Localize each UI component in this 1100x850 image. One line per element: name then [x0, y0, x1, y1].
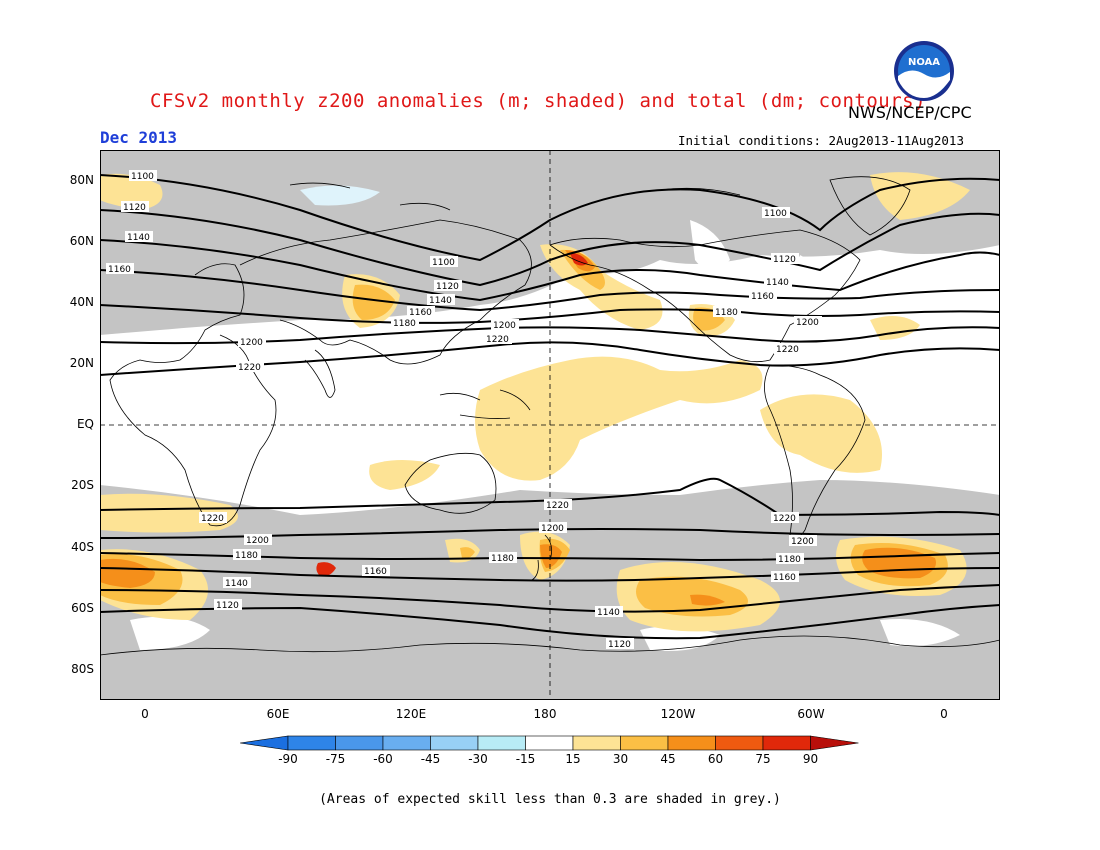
svg-text:1220: 1220: [773, 514, 796, 524]
colorbar-tick-label: -45: [420, 752, 441, 766]
colorbar-tick-label: 15: [565, 752, 581, 766]
svg-text:1140: 1140: [127, 233, 150, 243]
agency-label: NWS/NCEP/CPC: [848, 103, 972, 122]
lat-label: 80N: [69, 173, 94, 187]
map-frame: [100, 150, 1000, 700]
svg-text:1220: 1220: [776, 345, 799, 355]
colorbar-max-arrow: [810, 735, 859, 751]
lon-label: 120W: [660, 707, 696, 721]
contour-labels: 1100 1120 1140 1160 1100 1120 1140 1160 …: [106, 170, 822, 650]
svg-text:1160: 1160: [751, 292, 774, 302]
forecast-period: Dec 2013: [100, 128, 178, 147]
lon-label: 180: [533, 707, 557, 721]
colorbar-tick-label: 30: [612, 752, 629, 766]
svg-text:1100: 1100: [764, 209, 787, 219]
svg-text:1200: 1200: [240, 338, 263, 348]
lat-label: 40S: [71, 540, 94, 554]
svg-text:1120: 1120: [608, 640, 631, 650]
svg-text:1120: 1120: [123, 203, 146, 213]
svg-text:1140: 1140: [597, 608, 620, 618]
svg-text:1180: 1180: [778, 555, 801, 565]
anomaly-map: 1100 1120 1140 1160 1100 1120 1140 1160 …: [100, 150, 1000, 700]
colorbar-tick-label: 75: [755, 752, 771, 766]
colorbar-segment: [762, 735, 811, 751]
colorbar-segment: [430, 735, 479, 751]
contours: [100, 174, 1000, 640]
svg-text:1140: 1140: [225, 579, 248, 589]
lat-label: 40N: [69, 295, 94, 309]
negative-anomaly-patch: [300, 185, 380, 206]
colorbar-segment: [382, 735, 431, 751]
colorbar-tick-label: -30: [468, 752, 488, 766]
lon-label: 60E: [266, 707, 290, 721]
svg-text:1120: 1120: [773, 255, 796, 265]
lat-label: 20S: [71, 478, 94, 492]
svg-text:1200: 1200: [541, 524, 564, 534]
colorbar-segment: [477, 735, 526, 751]
colorbar: [240, 735, 859, 751]
svg-text:1220: 1220: [486, 335, 509, 345]
svg-text:1220: 1220: [546, 501, 569, 511]
svg-text:1180: 1180: [491, 554, 514, 564]
colorbar-segment: [525, 735, 574, 751]
lat-label: 80S: [71, 662, 94, 676]
colorbar-tick-label: -60: [373, 752, 393, 766]
svg-text:1120: 1120: [216, 601, 239, 611]
svg-text:1220: 1220: [238, 363, 261, 373]
svg-text:1100: 1100: [131, 172, 154, 182]
svg-text:1140: 1140: [429, 296, 452, 306]
svg-text:1200: 1200: [796, 318, 819, 328]
colorbar-tick-label: -15: [515, 752, 536, 766]
colorbar-segment: [715, 735, 764, 751]
colorbar-segment: [287, 735, 336, 751]
noaa-logo: NOAA: [894, 41, 954, 101]
svg-text:1200: 1200: [246, 536, 269, 546]
lat-label: EQ: [76, 417, 94, 431]
colorbar-segment: [620, 735, 669, 751]
svg-text:1160: 1160: [108, 265, 131, 275]
skill-note: (Areas of expected skill less than 0.3 a…: [319, 792, 781, 807]
lon-label: 0: [141, 707, 149, 721]
svg-text:1160: 1160: [773, 573, 796, 583]
coastlines: [100, 176, 1000, 656]
svg-text:1180: 1180: [393, 319, 416, 329]
lat-label: 20N: [69, 356, 94, 370]
initial-conditions: Initial conditions: 2Aug2013-11Aug2013: [678, 133, 964, 148]
svg-text:1140: 1140: [766, 278, 789, 288]
colorbar-tick-label: 45: [660, 752, 676, 766]
colorbar-tick-label: -75: [325, 752, 346, 766]
colorbar-tick-label: 60: [707, 752, 724, 766]
logo-text: NOAA: [908, 57, 940, 68]
lon-label: 0: [940, 707, 948, 721]
colorbar-min-arrow: [240, 735, 289, 751]
lon-label: 120E: [395, 707, 427, 721]
svg-text:1100: 1100: [432, 258, 455, 268]
colorbar-segment: [335, 735, 384, 751]
svg-text:1220: 1220: [201, 514, 224, 524]
svg-text:1200: 1200: [791, 537, 814, 547]
colorbar-tick-label: -90: [278, 752, 298, 766]
map-title: CFSv2 monthly z200 anomalies (m; shaded)…: [150, 90, 927, 112]
colorbar-segment: [572, 735, 621, 751]
svg-text:1160: 1160: [409, 308, 432, 318]
lat-label: 60S: [71, 601, 94, 615]
svg-text:1160: 1160: [364, 567, 387, 577]
svg-text:1120: 1120: [436, 282, 459, 292]
lat-label: 60N: [69, 234, 94, 248]
svg-text:1180: 1180: [235, 551, 258, 561]
svg-text:1180: 1180: [715, 308, 738, 318]
colorbar-segment: [667, 735, 716, 751]
svg-text:1200: 1200: [493, 321, 516, 331]
colorbar-tick-label: 90: [802, 752, 819, 766]
lon-label: 60W: [797, 707, 825, 721]
